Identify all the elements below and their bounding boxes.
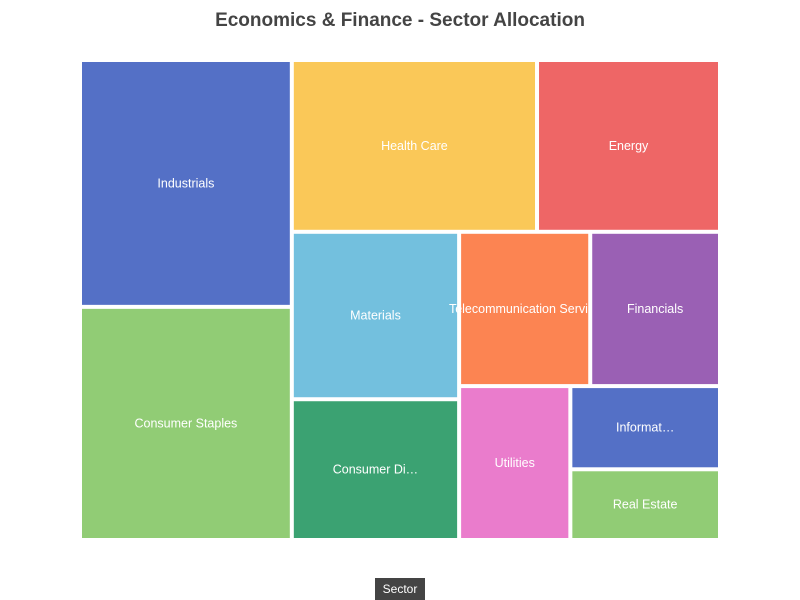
treemap-tile-industrials[interactable]: [82, 62, 290, 305]
treemap-label-information-technology: Informat…: [616, 421, 674, 435]
treemap-label-industrials: Industrials: [157, 176, 214, 190]
treemap-tile-financials[interactable]: [592, 233, 718, 385]
treemap-label-telecommunication-services: Telecommunication Servi…: [449, 302, 600, 316]
treemap-label-consumer-staples: Consumer Staples: [134, 416, 237, 430]
treemap-label-financials: Financials: [627, 302, 683, 316]
treemap-label-materials: Materials: [350, 309, 401, 323]
treemap-tile-information-technology[interactable]: [572, 388, 718, 468]
treemap-tile-telecommunication-services[interactable]: [461, 233, 589, 385]
treemap-label-real-estate: Real Estate: [613, 498, 678, 512]
treemap-tile-health-care[interactable]: [293, 62, 536, 230]
treemap-label-energy: Energy: [609, 139, 649, 153]
treemap-tile-consumer-staples[interactable]: [82, 308, 290, 538]
treemap-label-health-care: Health Care: [381, 139, 448, 153]
treemap-tile-energy[interactable]: [539, 62, 718, 230]
breadcrumb-sector[interactable]: Sector: [375, 578, 425, 600]
treemap-tile-real-estate[interactable]: [572, 471, 718, 538]
chart-title: Economics & Finance - Sector Allocation: [215, 10, 585, 31]
treemap-label-consumer-discretionary: Consumer Di…: [333, 463, 418, 477]
treemap-tile-materials[interactable]: [293, 233, 458, 398]
treemap-tile-consumer-discretionary[interactable]: [293, 401, 458, 538]
treemap-tile-utilities[interactable]: [461, 388, 569, 538]
treemap-label-utilities: Utilities: [495, 456, 535, 470]
